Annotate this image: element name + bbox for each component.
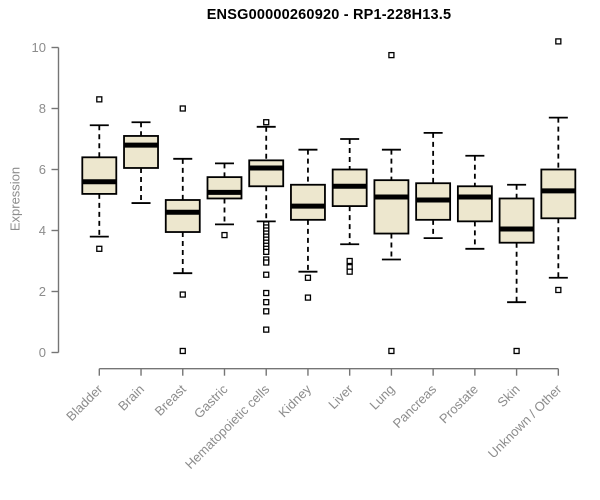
x-category-label-kidney: Kidney — [275, 381, 314, 420]
outlier-point — [263, 259, 270, 266]
outlier-point — [263, 326, 270, 333]
outlier-point — [263, 308, 270, 315]
iqr-box — [290, 183, 326, 221]
iqr-box — [206, 176, 243, 200]
outlier-point — [179, 347, 186, 355]
box-group-brain — [123, 121, 159, 204]
outlier-point — [346, 268, 353, 275]
y-tick-label: 0 — [39, 345, 46, 360]
outlier-point — [263, 289, 270, 297]
box-group-liver — [331, 138, 368, 275]
box-group-hematopoietic-cells — [248, 119, 285, 333]
outlier-point — [388, 347, 395, 355]
x-category-label-gastric: Gastric — [191, 381, 231, 421]
outlier-point — [555, 286, 562, 294]
outlier-point — [263, 248, 270, 256]
box-group-kidney — [290, 148, 326, 301]
x-category-label-liver: Liver — [325, 381, 356, 412]
outlier-point — [179, 105, 186, 112]
iqr-box — [456, 185, 493, 223]
y-tick-label: 10 — [32, 40, 46, 55]
iqr-box — [248, 159, 285, 188]
iqr-box — [164, 199, 201, 233]
box-group-bladder — [81, 96, 118, 252]
outlier-point — [304, 274, 312, 281]
box-group-gastric — [206, 162, 243, 239]
outlier-point — [179, 291, 186, 298]
box-group-lung — [373, 51, 410, 355]
y-tick-label: 8 — [39, 101, 46, 116]
y-tick-label: 4 — [39, 223, 46, 238]
x-category-label-unknown-other: Unknown / Other — [485, 381, 565, 461]
x-category-label-brain: Brain — [115, 382, 147, 414]
box-group-prostate — [456, 154, 493, 250]
outlier-point — [346, 257, 353, 265]
outlier-point — [304, 294, 312, 301]
iqr-box — [498, 197, 535, 244]
outlier-point — [263, 119, 270, 126]
outlier-point — [221, 231, 228, 239]
iqr-box — [123, 135, 159, 169]
outlier-point — [263, 299, 270, 306]
x-category-label-bladder: Bladder — [63, 381, 106, 424]
outlier-point — [96, 245, 103, 252]
outlier-point — [388, 51, 395, 59]
chart-title: ENSG00000260920 - RP1-228H13.5 — [206, 7, 452, 23]
y-tick-label: 6 — [39, 162, 46, 177]
box-group-pancreas — [415, 131, 452, 240]
x-category-label-prostate: Prostate — [436, 382, 481, 427]
x-category-label-skin: Skin — [494, 382, 522, 410]
x-category-label-lung: Lung — [366, 382, 397, 413]
outlier-point — [555, 38, 562, 45]
outlier-point — [513, 347, 520, 355]
box-group-skin — [498, 183, 535, 355]
iqr-box — [81, 156, 118, 195]
outlier-point — [96, 96, 103, 103]
y-tick-label: 2 — [39, 284, 46, 299]
outlier-point — [263, 271, 270, 278]
iqr-box — [540, 168, 577, 220]
x-category-label-pancreas: Pancreas — [390, 381, 440, 431]
iqr-box — [373, 179, 410, 235]
x-category-label-breast: Breast — [152, 381, 189, 418]
box-group-breast — [164, 105, 201, 355]
box-group-unknown-other — [540, 38, 577, 294]
